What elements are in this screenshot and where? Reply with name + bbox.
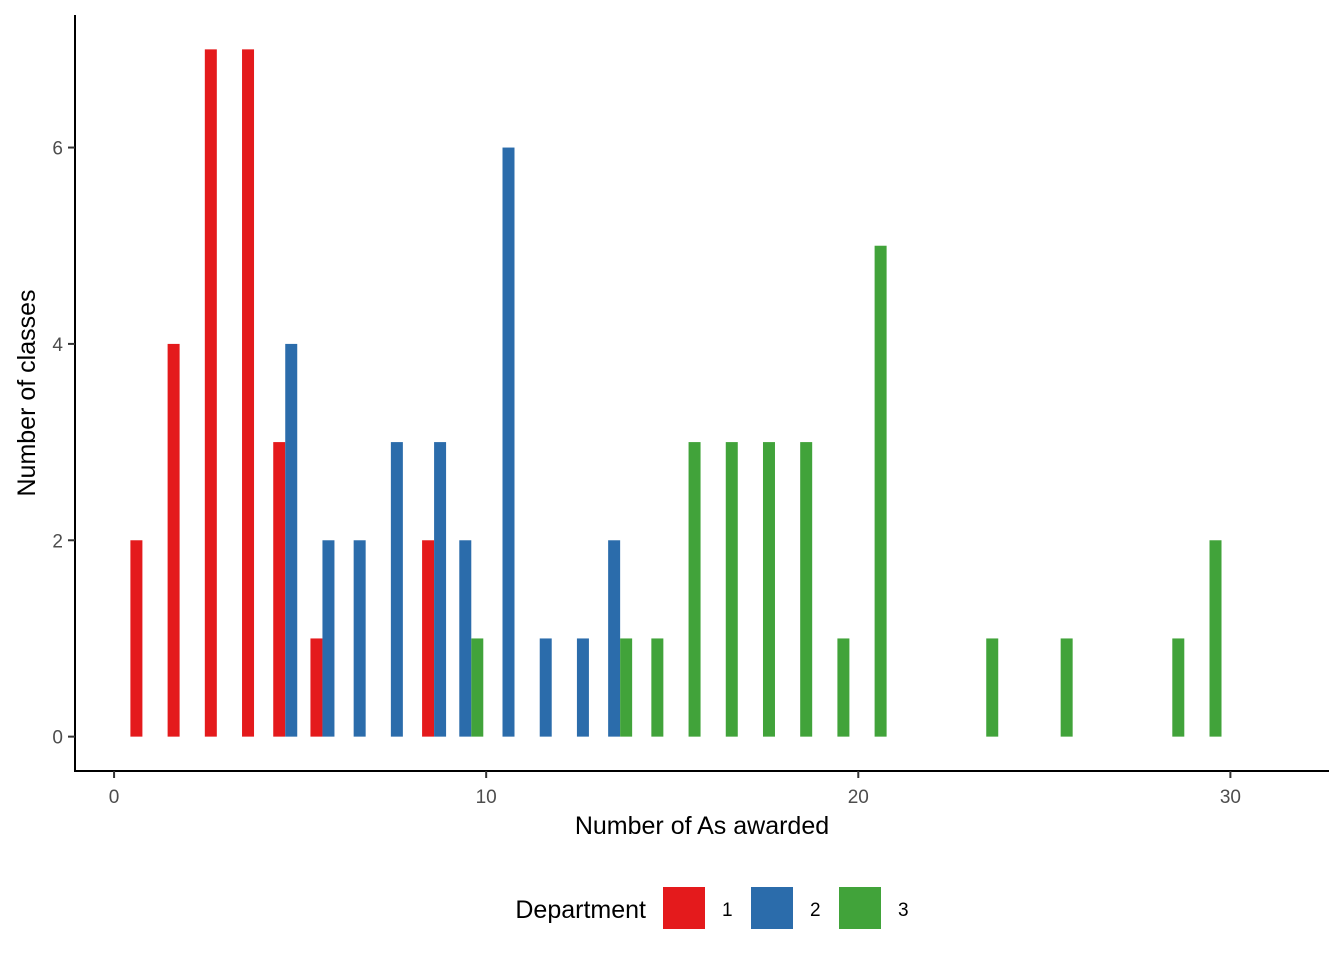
bar-dept-1-x2: [167, 343, 180, 737]
legend-label-2: 2: [810, 900, 821, 921]
bar-dept-3-x16: [688, 442, 701, 737]
bar-dept-3-x14: [620, 638, 633, 737]
bar-dept-3-x29: [1172, 638, 1185, 737]
bar-dept-2-x9: [434, 442, 447, 737]
bar-dept-2-x11: [502, 147, 515, 737]
bar-dept-1-x5: [273, 442, 286, 737]
bar-dept-3-x18: [762, 442, 775, 737]
y-tick-label: 0: [52, 728, 63, 749]
bar-dept-2-x6: [322, 540, 335, 737]
legend-key-3: [839, 887, 881, 929]
bars-layer: [130, 49, 1222, 737]
bar-dept-3-x17: [725, 442, 738, 737]
bar-dept-1-x9: [422, 540, 435, 737]
x-tick-label: 20: [848, 787, 869, 808]
legend-label-1: 1: [722, 900, 733, 921]
bar-dept-3-x15: [651, 638, 664, 737]
x-ticks: 0 10 20 30: [109, 771, 1241, 808]
bar-dept-1-x1: [130, 540, 143, 737]
bar-dept-2-x5: [285, 343, 298, 737]
bar-dept-2-x10: [459, 540, 472, 737]
legend-label-3: 3: [898, 900, 909, 921]
y-ticks: 0 2 4 6: [52, 139, 75, 749]
bar-dept-3-x30: [1209, 540, 1222, 737]
x-tick-label: 30: [1220, 787, 1241, 808]
x-tick-label: 0: [109, 787, 120, 808]
bar-dept-3-x24: [986, 638, 999, 737]
y-axis-title: Number of classes: [13, 289, 41, 496]
y-tick-label: 4: [52, 335, 63, 356]
bar-dept-2-x12: [539, 638, 552, 737]
legend-key-2: [751, 887, 793, 929]
legend: Department 1 2 3: [515, 887, 909, 929]
bar-dept-2-x13: [576, 638, 589, 737]
bar-dept-2-x7: [353, 540, 366, 737]
bar-dept-2-x8: [390, 442, 403, 737]
bar-dept-3-x26: [1060, 638, 1073, 737]
x-tick-label: 10: [476, 787, 497, 808]
bar-dept-1-x4: [242, 49, 255, 737]
axes-layer: [74, 15, 1329, 772]
bar-dept-3-x10: [471, 638, 484, 737]
legend-items: 1 2 3: [663, 887, 909, 929]
bar-dept-3-x21: [874, 245, 887, 737]
bar-dept-3-x20: [837, 638, 850, 737]
bar-dept-1-x3: [204, 49, 217, 737]
y-tick-label: 6: [52, 139, 63, 160]
bar-dept-1-x6: [310, 638, 323, 737]
legend-title: Department: [515, 896, 646, 924]
bar-dept-2-x14: [608, 540, 621, 737]
bar-dept-3-x19: [800, 442, 813, 737]
y-tick-label: 2: [52, 531, 63, 552]
x-axis-title: Number of As awarded: [575, 812, 829, 840]
legend-key-1: [663, 887, 705, 929]
